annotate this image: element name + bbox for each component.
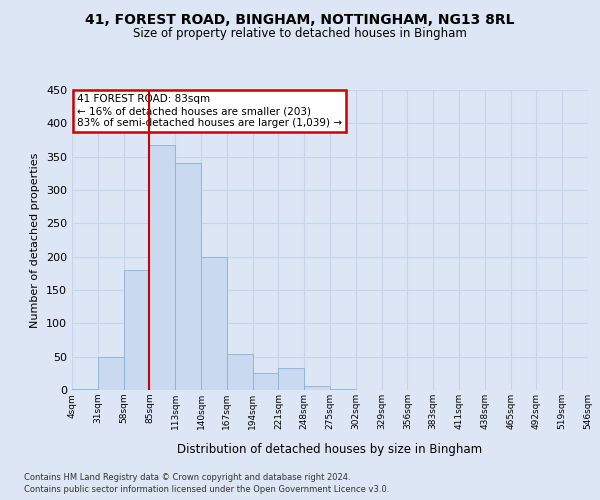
Bar <box>175 164 201 390</box>
Text: 41 FOREST ROAD: 83sqm
← 16% of detached houses are smaller (203)
83% of semi-det: 41 FOREST ROAD: 83sqm ← 16% of detached … <box>77 94 342 128</box>
Bar <box>201 256 227 390</box>
Bar <box>227 354 253 390</box>
Bar <box>98 358 124 390</box>
Text: Contains public sector information licensed under the Open Government Licence v3: Contains public sector information licen… <box>24 485 389 494</box>
Bar <box>253 374 278 390</box>
Bar <box>304 386 330 390</box>
Bar <box>124 270 149 390</box>
Bar <box>330 388 356 390</box>
Bar <box>278 368 304 390</box>
Bar <box>72 388 98 390</box>
Text: Size of property relative to detached houses in Bingham: Size of property relative to detached ho… <box>133 28 467 40</box>
Bar <box>149 146 175 390</box>
Y-axis label: Number of detached properties: Number of detached properties <box>31 152 40 328</box>
Text: Contains HM Land Registry data © Crown copyright and database right 2024.: Contains HM Land Registry data © Crown c… <box>24 472 350 482</box>
Text: 41, FOREST ROAD, BINGHAM, NOTTINGHAM, NG13 8RL: 41, FOREST ROAD, BINGHAM, NOTTINGHAM, NG… <box>85 12 515 26</box>
Text: Distribution of detached houses by size in Bingham: Distribution of detached houses by size … <box>178 442 482 456</box>
